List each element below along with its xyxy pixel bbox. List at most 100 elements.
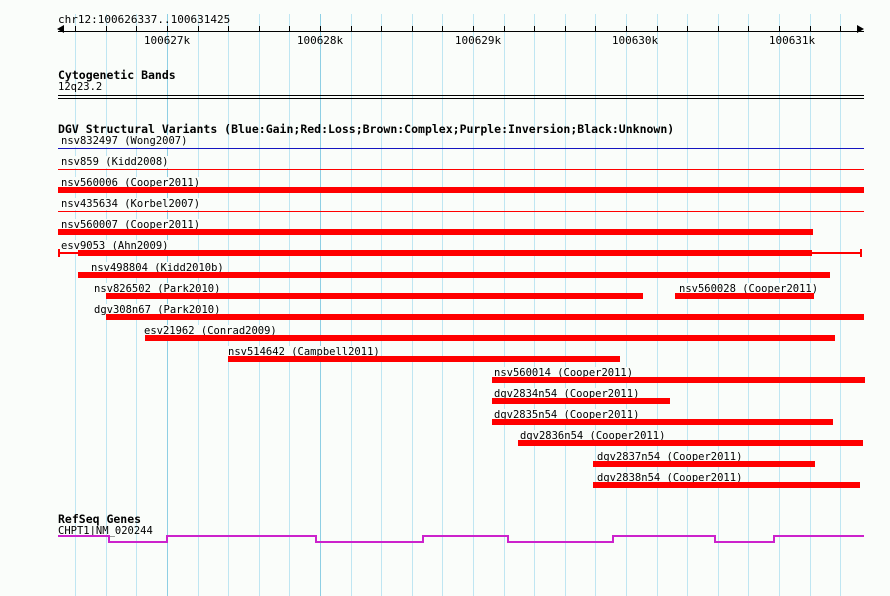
variant-bar[interactable]	[58, 211, 864, 212]
variant-bar[interactable]	[593, 482, 860, 488]
variant-bar[interactable]	[78, 250, 812, 256]
cytogenetic-divider-2	[58, 98, 864, 99]
coordinate-ruler: chr12:100626337..100631425 100627k 100628…	[0, 0, 890, 50]
ruler-tick-label: 100629k	[454, 34, 502, 47]
variant-bar[interactable]	[145, 335, 835, 341]
gene-exon-segment	[422, 535, 507, 537]
variant-end-cap	[860, 249, 862, 257]
variant-bar[interactable]	[106, 293, 643, 299]
variant-bar[interactable]	[492, 377, 865, 383]
gene-step-connector	[166, 535, 168, 543]
grid-line-minor	[289, 14, 290, 596]
dgv-section-title: DGV Structural Variants (Blue:Gain;Red:L…	[58, 122, 675, 136]
variant-bar[interactable]	[106, 314, 864, 320]
variant-label[interactable]: esv21962 (Conrad2009)	[143, 325, 278, 337]
variant-label[interactable]: dgv2837n54 (Cooper2011)	[596, 451, 744, 463]
ruler-tick	[657, 26, 658, 32]
ruler-tick	[748, 26, 749, 32]
ruler-tick	[779, 26, 780, 32]
gene-step-connector	[315, 535, 317, 543]
variant-label[interactable]: dgv2838n54 (Cooper2011)	[596, 472, 744, 484]
ruler-tick	[687, 26, 688, 32]
variant-label[interactable]: nsv560007 (Cooper2011)	[60, 219, 202, 231]
cytogenetic-divider	[58, 95, 864, 96]
grid-line-minor	[840, 14, 841, 596]
variant-bar[interactable]	[518, 440, 863, 446]
variant-label[interactable]: nsv859 (Kidd2008)	[60, 156, 170, 168]
variant-label[interactable]: nsv832497 (Wong2007)	[60, 135, 189, 147]
variant-bar[interactable]	[58, 229, 813, 235]
grid-line-minor	[442, 14, 443, 596]
ruler-tick-label: 100627k	[143, 34, 191, 47]
gene-step-connector	[773, 535, 775, 543]
ruler-tick	[228, 26, 229, 32]
variant-label[interactable]: dgv2835n54 (Cooper2011)	[493, 409, 641, 421]
ruler-tick	[504, 26, 505, 32]
gene-exon-segment	[507, 541, 612, 543]
variant-label[interactable]: dgv2836n54 (Cooper2011)	[519, 430, 667, 442]
left-arrow-icon[interactable]	[57, 25, 64, 33]
right-arrow-icon[interactable]	[857, 25, 864, 33]
ruler-tick	[442, 26, 443, 32]
gene-exon-segment	[166, 535, 315, 537]
ruler-tick	[810, 26, 811, 32]
ruler-tick	[473, 26, 474, 32]
variant-bar[interactable]	[492, 398, 670, 404]
ruler-tick	[626, 26, 627, 32]
variant-label[interactable]: nsv826502 (Park2010)	[93, 283, 222, 295]
grid-line-minor	[626, 14, 627, 596]
gene-step-connector	[507, 535, 509, 543]
variant-label[interactable]: dgv2834n54 (Cooper2011)	[493, 388, 641, 400]
variant-label[interactable]: nsv560014 (Cooper2011)	[493, 367, 635, 379]
grid-line-major	[320, 14, 321, 596]
ruler-tick	[320, 26, 321, 32]
variant-label[interactable]: dgv308n67 (Park2010)	[93, 304, 222, 316]
ruler-tick	[198, 26, 199, 32]
ruler-tick	[167, 26, 168, 32]
variant-label[interactable]: nsv498804 (Kidd2010b)	[90, 262, 225, 274]
grid-line-minor	[779, 14, 780, 596]
gene-step-connector	[108, 535, 110, 543]
variant-label[interactable]: nsv560028 (Cooper2011)	[678, 283, 820, 295]
variant-label[interactable]: esv9053 (Ahn2009)	[60, 240, 170, 252]
variant-bar[interactable]	[675, 293, 814, 299]
ruler-tick	[412, 26, 413, 32]
gene-step-connector	[422, 535, 424, 543]
variant-label[interactable]: nsv514642 (Campbell2011)	[227, 346, 381, 358]
ruler-tick	[259, 26, 260, 32]
grid-line-minor	[412, 14, 413, 596]
grid-line-minor	[810, 14, 811, 596]
ruler-tick	[75, 26, 76, 32]
axis-line	[58, 31, 864, 32]
ruler-tick-label: 100630k	[611, 34, 659, 47]
ruler-tick	[381, 26, 382, 32]
grid-line-minor	[718, 14, 719, 596]
variant-bar[interactable]	[58, 148, 864, 149]
variant-bar[interactable]	[78, 272, 830, 278]
variant-label[interactable]: nsv435634 (Korbel2007)	[60, 198, 202, 210]
gene-exon-segment	[612, 535, 714, 537]
ruler-tick	[351, 26, 352, 32]
ruler-tick	[106, 26, 107, 32]
ruler-tick	[534, 26, 535, 32]
cytogenetic-band-label: 12q23.2	[58, 81, 103, 93]
grid-line-minor	[687, 14, 688, 596]
region-coordinates-label: chr12:100626337..100631425	[58, 13, 231, 26]
variant-bar[interactable]	[492, 419, 833, 425]
ruler-tick	[565, 26, 566, 32]
variant-bar[interactable]	[58, 187, 864, 193]
variant-bar[interactable]	[593, 461, 815, 467]
gene-exon-segment	[315, 541, 422, 543]
variant-bar[interactable]	[58, 169, 864, 170]
grid-line-minor	[228, 14, 229, 596]
gene-step-connector	[612, 535, 614, 543]
gene-step-connector	[714, 535, 716, 543]
gene-exon-segment	[108, 541, 166, 543]
variant-label[interactable]: nsv560006 (Cooper2011)	[60, 177, 202, 189]
refseq-genes-title: RefSeq Genes	[58, 512, 142, 526]
grid-line-minor	[473, 14, 474, 596]
ruler-tick	[718, 26, 719, 32]
variant-bar[interactable]	[228, 356, 620, 362]
ruler-tick	[840, 26, 841, 32]
ruler-tick	[289, 26, 290, 32]
